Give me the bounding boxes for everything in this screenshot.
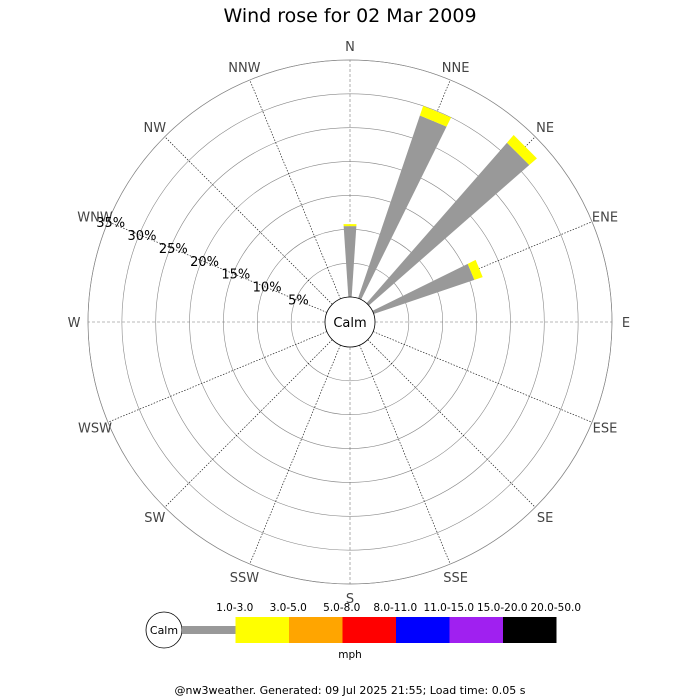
direction-label-s: S	[346, 592, 354, 607]
legend-unit: mph	[338, 649, 362, 661]
direction-label-ene: ENE	[592, 210, 618, 225]
petal-ene-bin-2	[467, 259, 483, 280]
spoke-ese	[372, 331, 593, 423]
direction-label-sse: SSE	[443, 571, 468, 586]
spoke-nnw	[249, 79, 341, 300]
direction-label-ssw: SSW	[230, 571, 260, 586]
spoke-ssw	[249, 344, 341, 565]
grid-ring-25	[155, 127, 545, 517]
legend-calm-label: Calm	[150, 624, 178, 637]
direction-labels: N NNE NE ENE E ESE SE SSE S SSW SW WSW W WNW NW NNW	[68, 40, 631, 607]
direction-label-ese: ESE	[593, 422, 618, 437]
direction-label-ne: NE	[536, 121, 554, 136]
petal-ne-bin-1	[366, 142, 530, 306]
legend-label-2: 3.0-5.0	[270, 602, 307, 614]
petal-ne-bin-2	[506, 135, 537, 166]
direction-label-se: SE	[537, 511, 553, 526]
radial-tick-30: 30%	[128, 229, 157, 244]
direction-label-w: W	[68, 316, 81, 331]
speed-legend: Calm 1.0-3.0 3.0-5.0 5.0-8.0 8.0-11.0 11.0-15…	[145, 602, 581, 661]
legend-swatch-5	[396, 617, 450, 643]
direction-label-wsw: WSW	[78, 422, 112, 437]
legend-swatch-6	[449, 617, 503, 643]
spoke-wnw	[107, 221, 328, 313]
legend-swatch-7	[503, 617, 557, 643]
direction-label-nnw: NNW	[228, 61, 260, 76]
direction-label-e: E	[622, 316, 630, 331]
direction-label-n: N	[345, 40, 355, 55]
spoke-wsw	[107, 331, 328, 423]
petal-nne-bin-2	[419, 105, 452, 127]
petal-n-bin-1	[343, 226, 357, 298]
direction-label-wnw: WNW	[77, 210, 113, 225]
legend-label-4: 8.0-11.0	[373, 602, 417, 614]
calm-circle: Calm	[324, 296, 376, 348]
legend-label-1: 1.0-3.0	[216, 602, 253, 614]
radial-tick-10: 10%	[253, 281, 282, 296]
calm-circle-shape	[324, 296, 376, 348]
legend-swatch-3	[289, 617, 343, 643]
direction-label-nw: NW	[144, 121, 167, 136]
grid-ring-30	[121, 93, 579, 551]
radial-tick-15: 15%	[221, 268, 250, 283]
petal-n-bin-2	[343, 224, 357, 227]
legend-label-5: 11.0-15.0	[423, 602, 474, 614]
legend-swatch-1	[182, 626, 236, 634]
radial-tick-25: 25%	[159, 242, 188, 257]
spoke-se	[367, 339, 536, 508]
petal-nne-bin-1	[358, 115, 447, 300]
footer-text: @nw3weather. Generated: 09 Jul 2025 21:5…	[174, 684, 526, 697]
wind-petals	[343, 105, 537, 314]
radial-tick-5: 5%	[288, 294, 309, 309]
direction-label-nne: NNE	[442, 61, 470, 76]
radial-tick-20: 20%	[190, 255, 219, 270]
legend-swatch-4	[342, 617, 396, 643]
petal-ene-bin-1	[372, 263, 475, 314]
legend-label-7: 20.0-50.0	[530, 602, 581, 614]
chart-title: Wind rose for 02 Mar 2009	[223, 5, 477, 27]
legend-swatch-2	[235, 617, 289, 643]
spoke-nw	[164, 136, 333, 305]
direction-label-sw: SW	[144, 511, 165, 526]
radial-tick-35: 35%	[96, 216, 125, 231]
calm-label: Calm	[333, 316, 366, 331]
spoke-sse	[359, 344, 451, 565]
legend-label-6: 15.0-20.0	[477, 602, 528, 614]
spoke-sw	[164, 339, 333, 508]
legend-label-3: 5.0-8.0	[323, 602, 360, 614]
radial-tick-labels: 5% 10%15%20%25%30%35%	[96, 216, 308, 309]
